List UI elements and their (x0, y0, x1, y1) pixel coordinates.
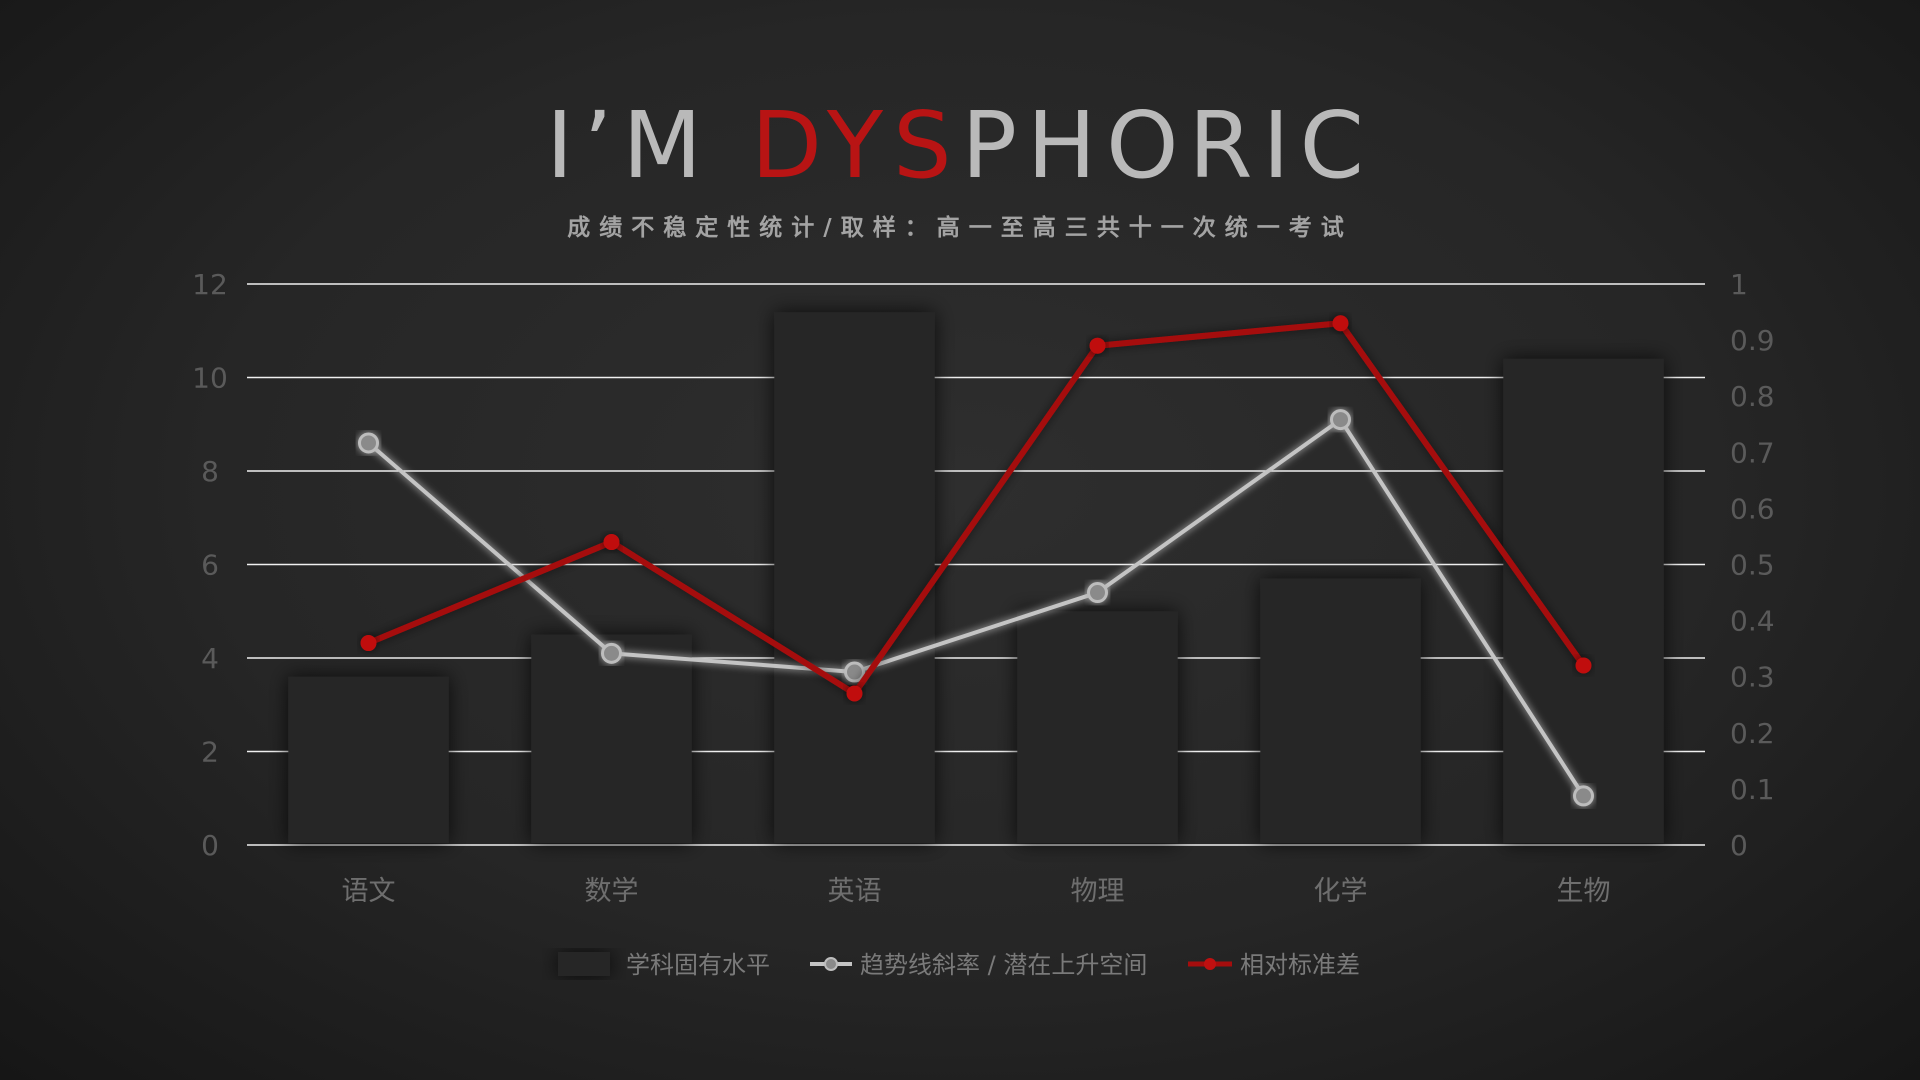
legend-swatch-bar (558, 952, 610, 976)
std-point (1089, 337, 1106, 354)
left-tick-label: 0 (201, 829, 219, 862)
right-tick-label: 0.3 (1730, 661, 1775, 694)
std-series (360, 315, 1592, 702)
right-tick-label: 0 (1730, 829, 1748, 862)
trend-series (358, 409, 1594, 807)
category-label: 物理 (1071, 876, 1125, 907)
trend-point (1087, 582, 1108, 604)
trend-point (1573, 785, 1594, 807)
title-part2: PHORIC (961, 92, 1374, 199)
left-tick-label: 2 (201, 736, 219, 769)
bar (288, 676, 449, 843)
bar (774, 312, 935, 843)
right-tick-label: 0.1 (1730, 773, 1775, 806)
trend-line (367, 417, 1586, 797)
trend-point (358, 432, 379, 454)
trend-point (601, 642, 622, 664)
gridlines (247, 283, 1705, 846)
std-line (367, 320, 1586, 697)
left-tick-label: 12 (192, 268, 228, 301)
title-part1: I’M (546, 92, 752, 199)
page-subtitle: 成绩不稳定性统计/取样：高一至高三共十一次统一考试 (567, 215, 1353, 241)
category-label: 语文 (342, 876, 396, 907)
trend-point (844, 661, 865, 683)
right-tick-label: 0.2 (1730, 717, 1775, 750)
bars (288, 312, 1664, 843)
title-accent: DYS (751, 92, 962, 199)
std-point (360, 635, 377, 652)
std-point (1332, 315, 1349, 332)
std-point (603, 534, 620, 551)
legend-label-bar: 学科固有水平 (626, 951, 770, 979)
bar (1260, 578, 1421, 843)
std-point (1575, 657, 1592, 674)
left-tick-label: 6 (201, 549, 219, 582)
right-tick-label: 1 (1730, 268, 1748, 301)
right-tick-label: 0.8 (1730, 380, 1775, 413)
legend-label-trend: 趋势线斜率 / 潜在上升空间 (860, 951, 1147, 979)
right-tick-label: 0.9 (1730, 324, 1775, 357)
category-label: 化学 (1314, 876, 1368, 907)
legend-marker-std (1204, 958, 1216, 970)
category-label: 生物 (1557, 876, 1611, 907)
trend-point (1330, 409, 1351, 431)
legend-marker-trend (824, 957, 838, 971)
category-label: 英语 (828, 876, 882, 907)
bar (1503, 358, 1664, 843)
right-tick-label: 0.5 (1730, 549, 1775, 582)
category-labels: 语文 数学 英语 物理 化学 生物 (342, 876, 1611, 907)
right-tick-label: 0.4 (1730, 605, 1775, 638)
right-axis-ticks: 0 0.1 0.2 0.3 0.4 0.5 0.6 0.7 0.8 0.9 1 (1730, 268, 1775, 862)
left-tick-label: 4 (201, 642, 219, 675)
right-tick-label: 0.7 (1730, 436, 1775, 469)
left-tick-label: 8 (201, 455, 219, 488)
category-label: 数学 (585, 876, 639, 907)
left-tick-label: 10 (192, 362, 228, 395)
legend-label-std: 相对标准差 (1240, 951, 1360, 979)
legend: 学科固有水平 趋势线斜率 / 潜在上升空间 相对标准差 (558, 951, 1360, 979)
left-axis-ticks: 0 2 4 6 8 10 12 (192, 268, 228, 862)
page-title: I’M DYSPHORIC (0, 92, 1920, 199)
std-point (846, 685, 863, 702)
bar (1017, 611, 1178, 843)
right-tick-label: 0.6 (1730, 492, 1775, 525)
bar (531, 634, 692, 843)
